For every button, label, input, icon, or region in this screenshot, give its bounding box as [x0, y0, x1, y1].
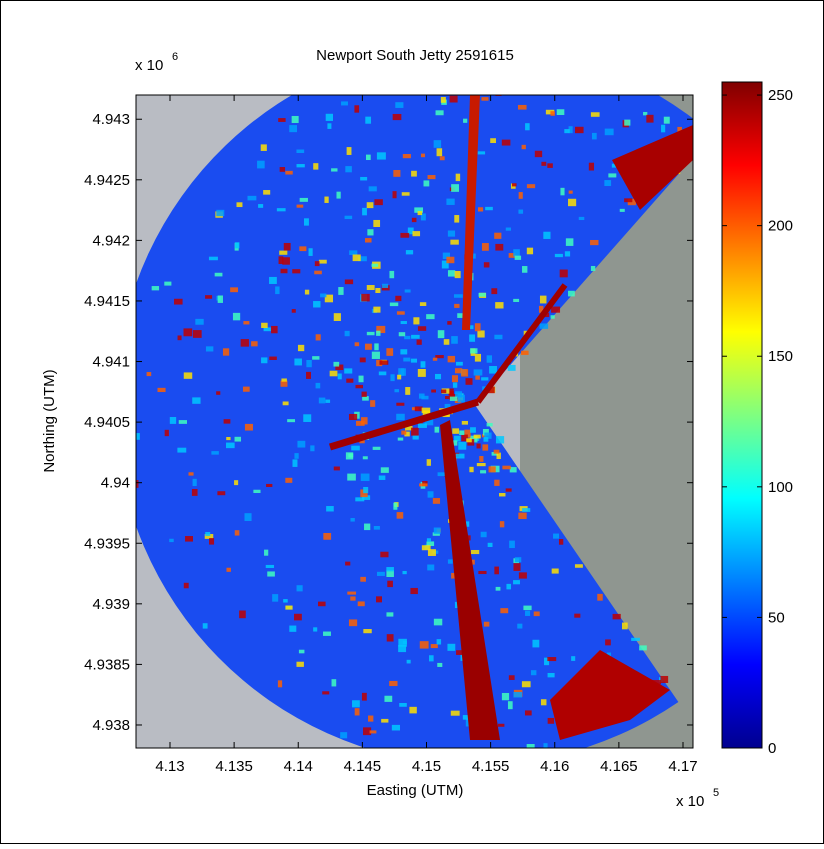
y-tick-label: 4.938: [92, 717, 130, 734]
colorbar-tick-label: 100: [768, 479, 793, 496]
y-exponent-power: 6: [172, 51, 178, 63]
chart-title: Newport South Jetty 2591615: [316, 47, 514, 64]
y-tick-label: 4.9385: [84, 656, 130, 673]
x-tick-label: 4.13: [155, 758, 184, 775]
y-tick-label: 4.941: [92, 354, 130, 371]
figure: 4.13 4.135 4.14 4.145 4.15 4.155 4.16 4.165 4.17…: [0, 0, 824, 844]
colorbar-tick-label: 200: [768, 218, 793, 235]
x-axis-label: Easting (UTM): [367, 782, 464, 799]
y-tick-label: 4.9415: [84, 293, 130, 310]
y-tick-label: 4.9405: [84, 414, 130, 431]
y-tick-label: 4.9395: [84, 535, 130, 552]
y-axis-label: Northing (UTM): [41, 369, 58, 472]
y-tick-label: 4.943: [92, 111, 130, 128]
y-tick-label: 4.9425: [84, 172, 130, 189]
colorbar-tick-label: 0: [768, 740, 776, 757]
x-tick-label: 4.165: [600, 758, 638, 775]
y-tick-label: 4.939: [92, 596, 130, 613]
x-tick-label: 4.155: [472, 758, 510, 775]
y-exponent-base: x 10: [135, 57, 163, 74]
x-exponent-power: 5: [713, 787, 719, 799]
colorbar-tick-label: 50: [768, 609, 785, 626]
colorbar: [722, 82, 762, 748]
x-tick-label: 4.17: [668, 758, 697, 775]
y-tick-label: 4.942: [92, 232, 130, 249]
x-tick-label: 4.135: [215, 758, 253, 775]
x-tick-label: 4.16: [540, 758, 569, 775]
y-tick-label: 4.94: [101, 475, 130, 492]
colorbar-tick-label: 250: [768, 87, 793, 104]
x-tick-label: 4.145: [344, 758, 382, 775]
radar-image: [115, 45, 713, 765]
x-tick-label: 4.15: [412, 758, 441, 775]
colorbar-tick-label: 150: [768, 348, 793, 365]
page: {"chart_data": { "type": "image", "title…: [0, 0, 824, 844]
x-tick-label: 4.14: [284, 758, 313, 775]
x-exponent-base: x 10: [676, 793, 704, 810]
